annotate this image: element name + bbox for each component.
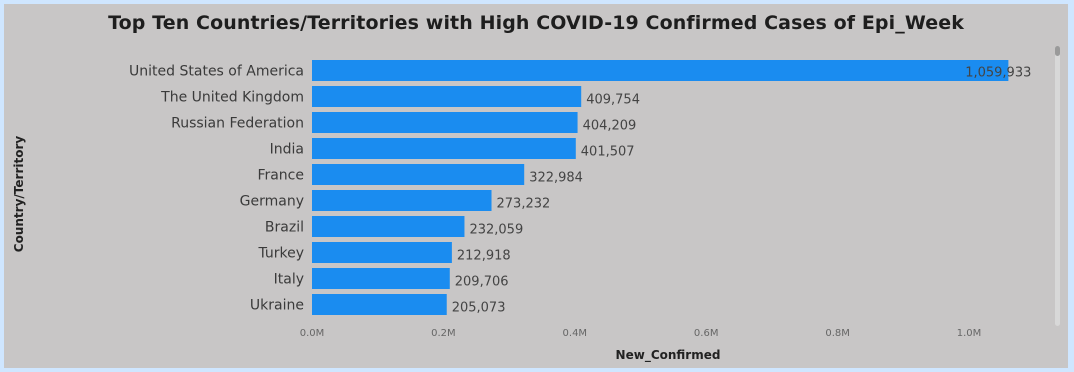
chart-panel: Top Ten Countries/Territories with High … (4, 4, 1068, 368)
value-label-1: 409,754 (586, 93, 640, 108)
value-label-5: 273,232 (497, 197, 551, 212)
bar-8 (312, 268, 450, 289)
value-label-0: 1,059,933 (965, 66, 1031, 81)
x-tick-label-0: 0.0M (300, 328, 325, 339)
bar-1 (312, 86, 582, 107)
category-label-2: Russian Federation (171, 116, 304, 132)
x-tick-label-1: 0.2M (431, 328, 456, 339)
value-label-7: 212,918 (457, 249, 511, 264)
category-label-0: United States of America (129, 64, 304, 80)
category-label-5: Germany (240, 194, 304, 210)
category-label-4: France (257, 168, 304, 184)
bar-3 (312, 138, 576, 159)
bar-9 (312, 294, 447, 315)
x-tick-label-5: 1.0M (957, 328, 982, 339)
x-tick-label-2: 0.4M (563, 328, 588, 339)
chart-title: Top Ten Countries/Territories with High … (108, 12, 964, 34)
value-label-4: 322,984 (529, 171, 583, 186)
category-label-9: Ukraine (250, 298, 304, 314)
bar-4 (312, 164, 525, 185)
category-label-8: Italy (274, 272, 304, 288)
category-label-3: India (270, 142, 304, 158)
x-axis-label: New_Confirmed (616, 348, 721, 363)
bar-0 (312, 60, 1009, 81)
scrollbar-track[interactable] (1055, 46, 1060, 326)
bar-5 (312, 190, 492, 211)
y-axis-label: Country/Territory (12, 136, 26, 253)
category-label-1: The United Kingdom (160, 90, 304, 106)
value-label-2: 404,209 (583, 119, 637, 134)
bar-chart: Country/Territory New_Confirmed United S… (12, 60, 1031, 363)
x-tick-label-4: 0.8M (825, 328, 850, 339)
x-tick-label-3: 0.6M (694, 328, 719, 339)
bar-2 (312, 112, 578, 133)
bar-6 (312, 216, 465, 237)
value-label-6: 232,059 (469, 223, 523, 238)
value-label-9: 205,073 (452, 301, 506, 316)
scrollbar-thumb[interactable] (1055, 46, 1060, 56)
category-label-7: Turkey (257, 246, 304, 262)
bar-7 (312, 242, 452, 263)
category-label-6: Brazil (265, 220, 304, 236)
value-label-8: 209,706 (455, 275, 509, 290)
value-label-3: 401,507 (581, 145, 635, 160)
